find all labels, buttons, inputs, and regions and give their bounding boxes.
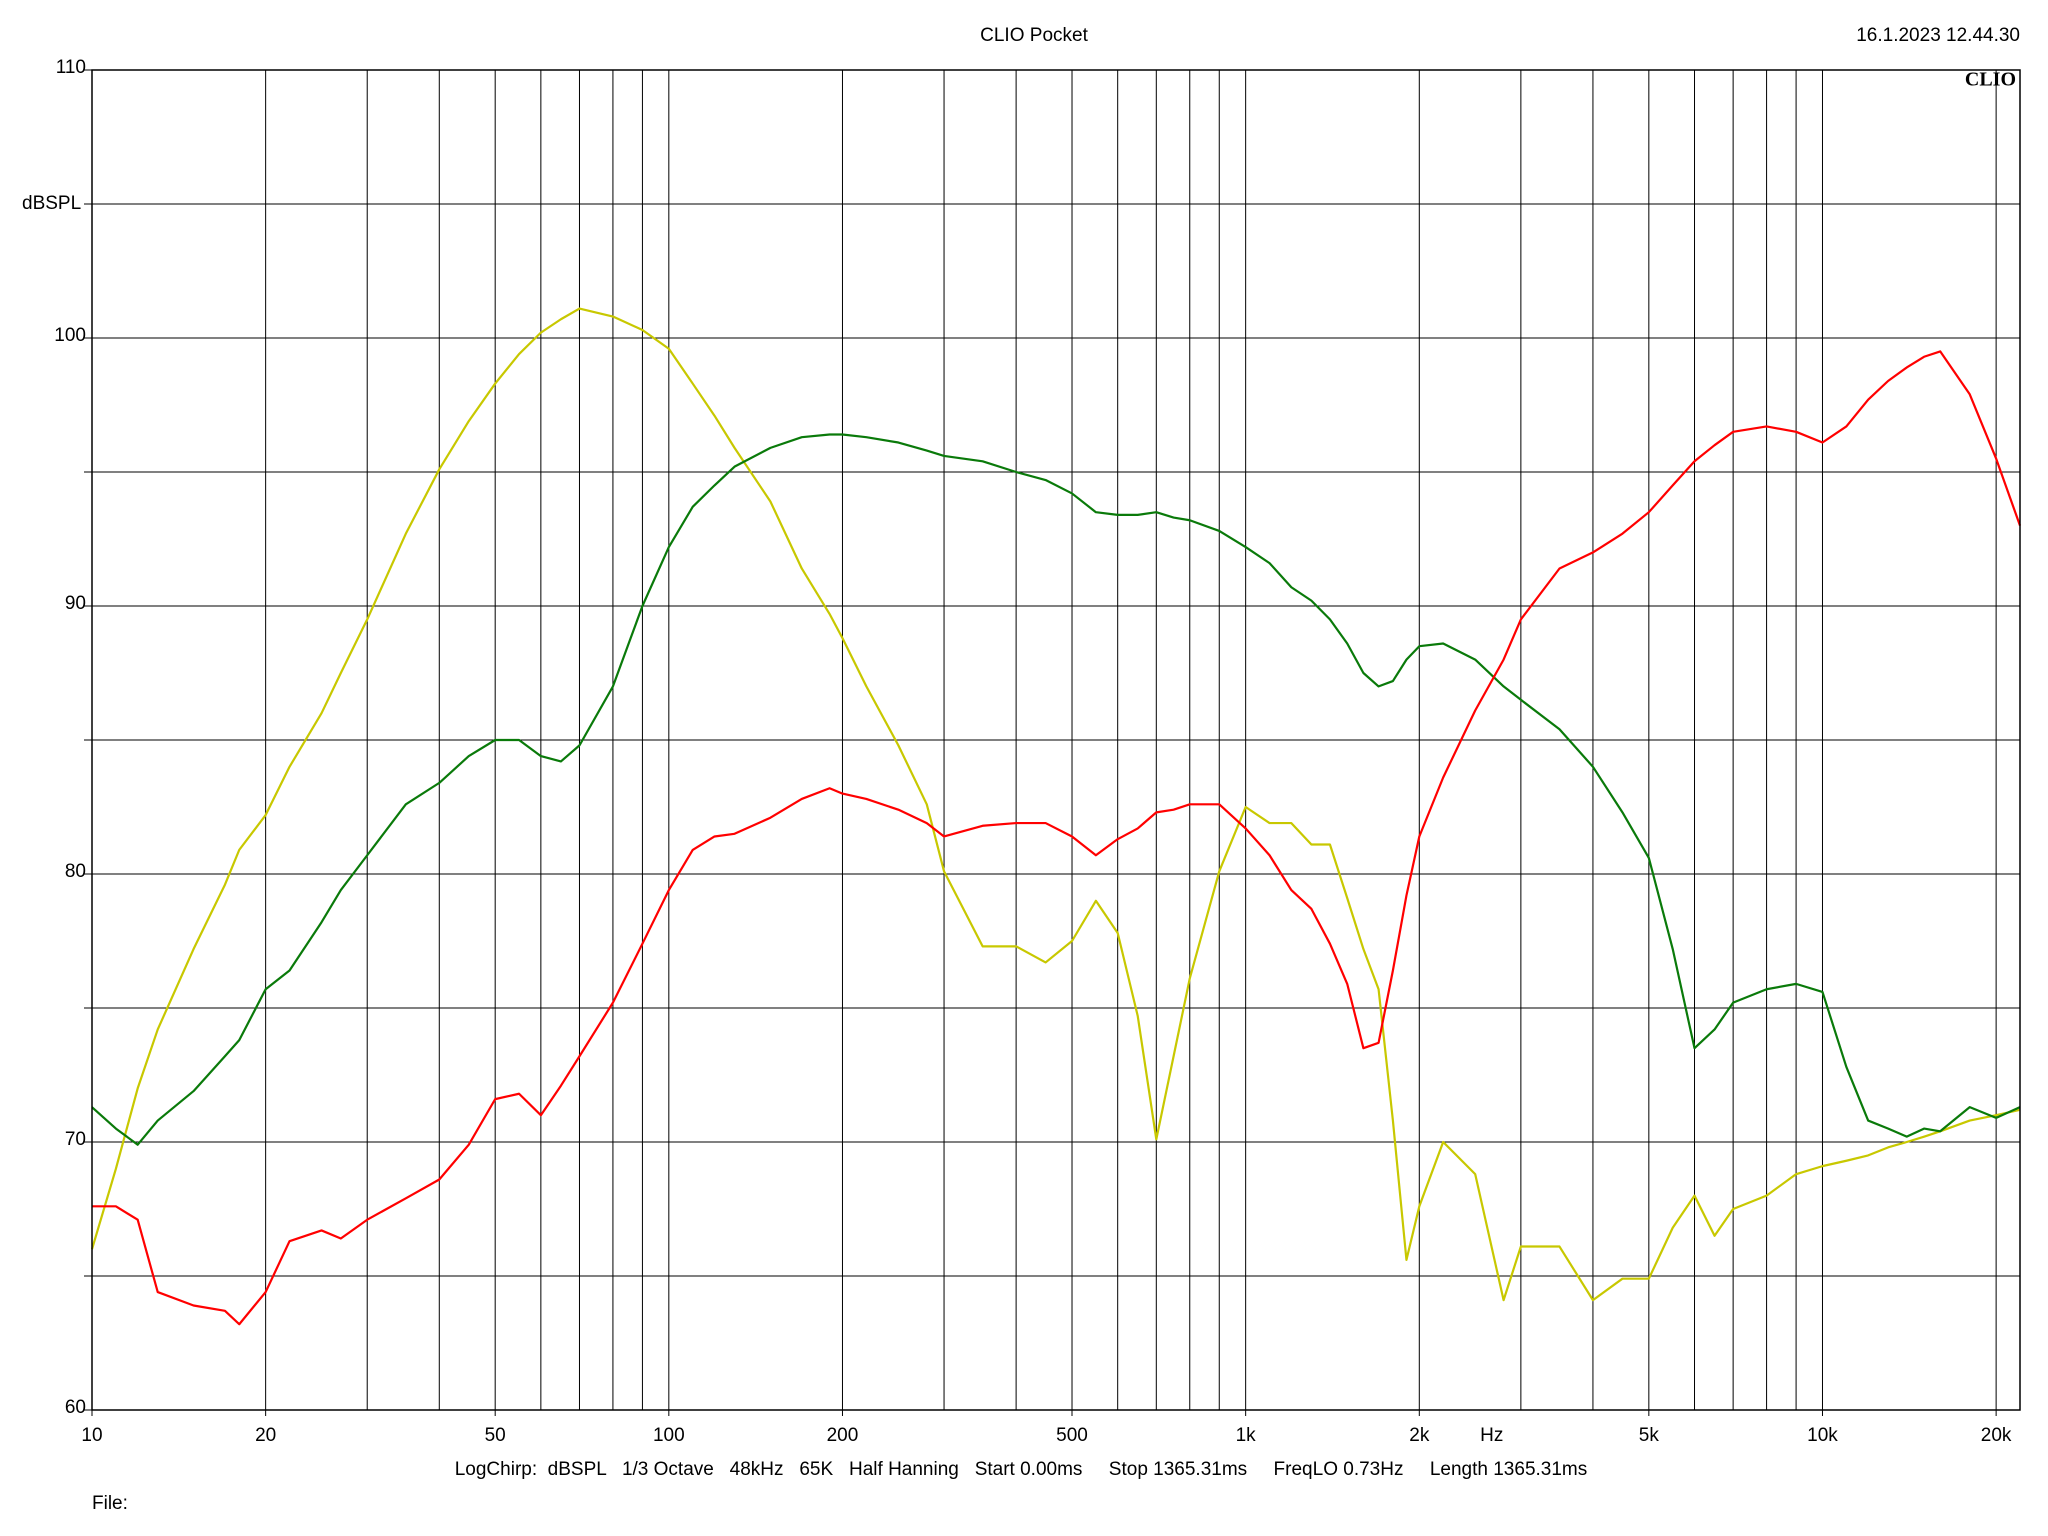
- y-tick-label: 90: [65, 593, 86, 614]
- x-tick-label: 50: [485, 1425, 506, 1446]
- y-axis-label: dBSPL: [22, 193, 81, 214]
- y-tick-label: 70: [65, 1129, 86, 1150]
- y-tick-label: 80: [65, 861, 86, 882]
- x-tick-label: 500: [1056, 1425, 1088, 1446]
- x-tick-label: 200: [827, 1425, 859, 1446]
- y-tick-label: 60: [65, 1397, 86, 1418]
- x-tick-label: 1k: [1236, 1425, 1257, 1446]
- x-tick-label: 2k: [1409, 1425, 1430, 1446]
- file-label: File:: [92, 1493, 128, 1514]
- x-tick-label: 100: [653, 1425, 685, 1446]
- series-line: [91, 433, 2021, 1146]
- x-tick-label: 5k: [1639, 1425, 1660, 1446]
- series-line: [90, 307, 2021, 1302]
- y-tick-label: 100: [54, 325, 86, 346]
- x-tick-label: 20k: [1981, 1425, 2012, 1446]
- timestamp: 16.1.2023 12.44.30: [1856, 25, 2020, 46]
- series-line: [92, 350, 2022, 1326]
- y-tick-label: 110: [56, 57, 86, 78]
- x-tick-label: 20: [255, 1425, 276, 1446]
- plot-frame: [91, 69, 2021, 1411]
- x-tick-label: 10k: [1807, 1425, 1838, 1446]
- x-axis-label: Hz: [1480, 1425, 1503, 1446]
- footer: LogChirp: dBSPL 1/3 Octave 48kHz 65K Hal…: [455, 1459, 1588, 1480]
- chart-title: CLIO Pocket: [980, 25, 1088, 46]
- logo: CLIO: [1965, 69, 2016, 91]
- x-tick-label: 10: [81, 1425, 102, 1446]
